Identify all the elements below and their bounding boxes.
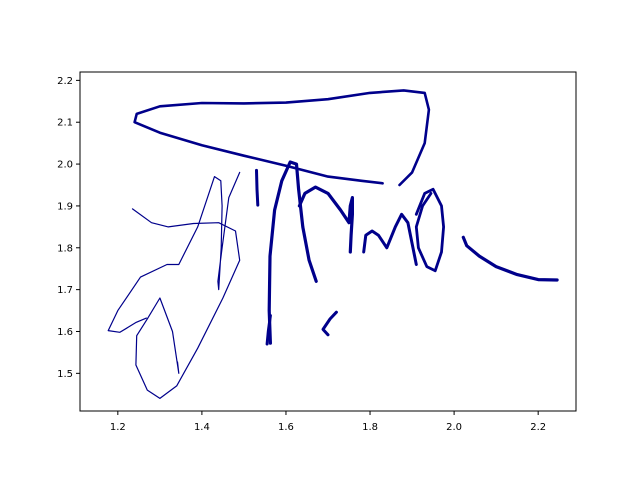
signature-strokes <box>107 89 559 399</box>
x-axis: 1.2 1.4 1.6 1.8 2.0 2.2 <box>110 411 546 433</box>
signature-stroke-tall-stroke <box>267 160 318 345</box>
x-tick-label: 1.8 <box>362 422 378 433</box>
x-tick-label: 1.2 <box>110 422 126 433</box>
x-tick-label: 1.4 <box>194 422 210 433</box>
signature-stroke-dash-3 <box>321 310 338 337</box>
signature-stroke-d-loop <box>414 187 445 273</box>
signature-stroke-dash-2 <box>265 314 272 346</box>
plot-area <box>79 71 577 412</box>
y-tick-label: 2.0 <box>57 160 73 171</box>
signature-stroke-m-loops <box>297 185 354 254</box>
signature-stroke-dash-1 <box>255 168 260 207</box>
y-tick-label: 1.8 <box>57 243 73 254</box>
x-tick-label: 2.0 <box>446 422 462 433</box>
signature-stroke-top-swash <box>133 89 431 187</box>
x-tick-label: 2.2 <box>530 422 546 433</box>
y-tick-label: 1.5 <box>57 369 73 380</box>
axes-frame <box>79 71 577 412</box>
y-tick-label: 1.6 <box>57 327 73 338</box>
signature-stroke-left-cross <box>131 208 241 399</box>
signature-stroke-tail <box>461 235 559 282</box>
y-tick-label: 2.1 <box>57 118 73 129</box>
signature-stroke-left-loop <box>107 171 241 333</box>
x-tick-label: 1.6 <box>278 422 294 433</box>
y-tick-label: 1.7 <box>57 285 73 296</box>
y-tick-label: 2.2 <box>57 76 73 87</box>
y-axis: 1.5 1.6 1.7 1.8 1.9 2.0 2.1 2.2 <box>57 76 80 380</box>
y-tick-label: 1.9 <box>57 201 73 212</box>
signature-stroke-n-loop <box>362 212 418 266</box>
